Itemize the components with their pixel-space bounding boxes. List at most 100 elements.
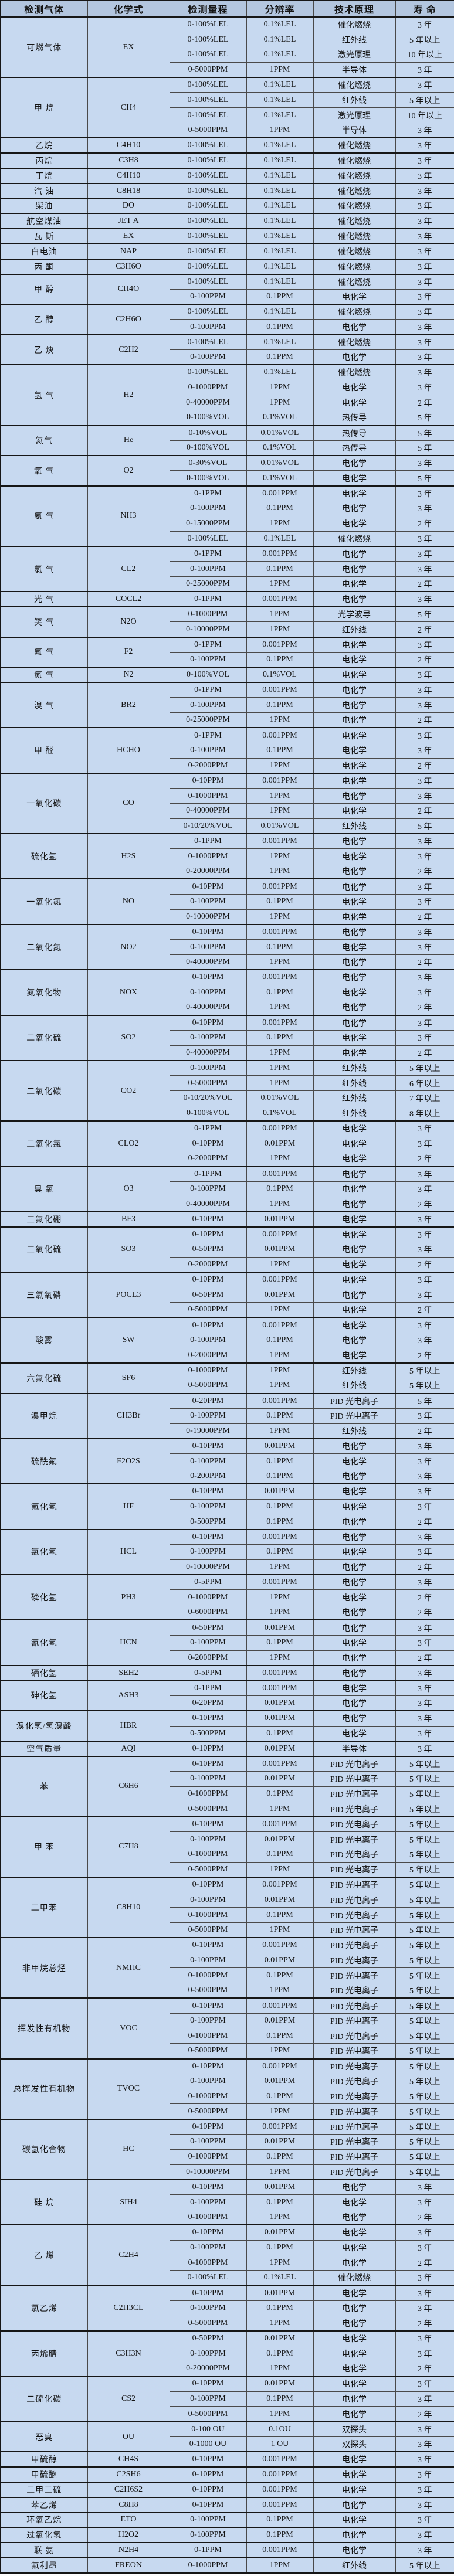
gas-name-cell: 瓦 斯 — [0, 228, 88, 244]
range-cell: 0-10PPM — [169, 1740, 247, 1757]
resolution-cell: 0.01PPM — [246, 1437, 314, 1454]
table-row: 臭 氧 O3 0-1PPM 0.001PPM 电化学 3 年 — [0, 1165, 454, 1212]
lifespan-cell: 3 年 — [395, 319, 454, 335]
range-cell: 0-100%VOL — [169, 667, 247, 683]
lifespan-cell: 3 年 — [395, 2542, 454, 2558]
principle-cell: 电化学 — [313, 1498, 396, 1515]
range-cell: 0-10PPM — [169, 969, 247, 985]
lifespan-cell: 5 年以上 — [395, 1937, 454, 1953]
lifespan-cell: 3 年 — [395, 1710, 454, 1727]
table-row: 甲硫醇 CH4S 0-10PPM 0.001PPM 电化学 3 年 — [0, 2451, 454, 2468]
table-row: 0-100PPM 0.1PPM 电化学 3 年 — [1, 1332, 454, 1348]
range-cell: 0-10PPM — [169, 1226, 247, 1243]
principle-cell: 红外线 — [313, 818, 396, 834]
table-row: 0-10000PPM 1PPM PID 光电离子 5 年以上 — [1, 2164, 454, 2180]
table-row: 环氧乙烷 ETO 0-100PPM 0.1PPM 电化学 3 年 — [0, 2512, 454, 2528]
principle-cell: 电化学 — [313, 379, 396, 396]
resolution-cell: 1PPM — [246, 803, 314, 819]
principle-cell: 红外线 — [313, 32, 396, 48]
formula-cell: C2H2 — [87, 334, 170, 365]
formula-cell: SO3 — [87, 1226, 170, 1273]
lifespan-cell: 5 年以上 — [395, 1952, 454, 1969]
lifespan-cell: 3 年 — [395, 1483, 454, 1500]
range-cell: 0-6000PPM — [169, 1605, 247, 1620]
table-row: 丙 酮 C3H6O 0-100%LEL 0.1%LEL 催化燃烧 3 年 — [0, 258, 454, 275]
range-cell: 0-1000PPM — [169, 2028, 247, 2044]
resolution-cell: 1PPM — [246, 606, 314, 623]
lifespan-cell: 5 年以上 — [395, 2149, 454, 2165]
resolution-cell: 0.1%LEL — [246, 531, 314, 547]
resolution-cell: 0.1PPM — [246, 1498, 314, 1515]
gas-name-cell: 氮氧化物 — [0, 969, 88, 1016]
resolution-cell: 1PPM — [246, 909, 314, 925]
formula-cell: NMHC — [87, 1937, 170, 1999]
resolution-cell: 0.1PPM — [246, 501, 314, 516]
resolution-cell: 0.01PPM — [246, 2285, 314, 2301]
lifespan-cell: 3 年 — [395, 531, 454, 547]
range-cell: 0-20PPM — [169, 1392, 247, 1409]
range-cell: 0-10PPM — [169, 1483, 247, 1500]
principle-cell: PID 光电离子 — [313, 2013, 396, 2029]
formula-cell: CH4S — [87, 2451, 170, 2468]
table-row: 氮 气 N2 0-100%VOL 0.1%VOL 电化学 3 年 — [0, 667, 454, 683]
principle-cell: 电化学 — [313, 923, 396, 940]
gas-name-cell: 环氧乙烷 — [0, 2512, 88, 2528]
range-cell: 0-100PPM — [169, 1453, 247, 1469]
range-cell: 0-100%LEL — [169, 258, 247, 275]
gas-name-cell: 恶臭 — [0, 2421, 88, 2452]
lifespan-cell: 5 年以上 — [395, 1755, 454, 1772]
resolution-cell: 0.001PPM — [246, 1014, 314, 1031]
resolution-cell: 0.01PPM — [246, 2376, 314, 2392]
principle-cell: PID 光电离子 — [313, 1937, 396, 1953]
lifespan-cell: 3 年 — [395, 2224, 454, 2241]
table-row: 0-1000PPM 1PPM 电化学 2 年 — [1, 1589, 454, 1606]
range-cell: 0-5000PPM — [169, 1075, 247, 1092]
principle-cell: 催化燃烧 — [313, 364, 396, 380]
table-row: 0-1000PPM 1PPM 电化学 2 年 — [1, 2210, 454, 2225]
principle-cell: 电化学 — [313, 803, 396, 819]
principle-cell: 电化学 — [313, 1272, 396, 1288]
range-cell: 0-40000PPM — [169, 395, 247, 411]
table-row: 0-500PPM 0.1PPM 电化学 3 年 — [1, 1725, 454, 1742]
table-row: 0-15000PPM 1PPM 电化学 2 年 — [1, 515, 454, 532]
table-row: 挥发性有机物 VOC 0-10PPM 0.001PPM PID 光电离子 5 年以上 — [0, 1997, 454, 2060]
formula-cell: N2H4 — [87, 2542, 170, 2558]
range-cell: 0-40000PPM — [169, 954, 247, 970]
resolution-cell: 1PPM — [246, 2255, 314, 2271]
range-cell: 0-20000PPM — [169, 2361, 247, 2377]
table-row: 0-100PPM 0.1PPM 电化学 3 年 — [1, 742, 454, 759]
lifespan-cell: 3 年 — [395, 123, 454, 138]
formula-cell: AQI — [87, 1740, 170, 1757]
lifespan-cell: 3 年 — [395, 349, 454, 365]
gas-name-cell: 乙 醇 — [0, 304, 88, 335]
gas-name-cell: 二氧化硫 — [0, 1014, 88, 1061]
range-cell: 0-100PPM — [169, 1892, 247, 1908]
principle-cell: 电化学 — [313, 682, 396, 698]
lifespan-cell: 2 年 — [395, 712, 454, 728]
principle-cell: PID 光电离子 — [313, 2149, 396, 2165]
resolution-cell: 1PPM — [246, 864, 314, 879]
principle-cell: 电化学 — [313, 757, 396, 774]
formula-cell: CO2 — [87, 1059, 170, 1122]
resolution-cell: 1PPM — [246, 621, 314, 638]
table-row: 0-100PPM 0.1PPM 电化学 3 年 — [1, 893, 454, 910]
resolution-cell: 0.001PPM — [246, 923, 314, 940]
resolution-cell: 0.1PPM — [246, 1453, 314, 1469]
resolution-cell: 1PPM — [246, 2103, 314, 2120]
formula-cell: SW — [87, 1317, 170, 1364]
range-cell: 0-10PPM — [169, 2224, 247, 2241]
range-cell: 0-10PPM — [169, 923, 247, 940]
range-cell: 0-100%LEL — [169, 273, 247, 290]
gas-name-cell: 联 氨 — [0, 2542, 88, 2558]
range-cell: 0-1000PPM — [169, 1967, 247, 1984]
table-row: 0-5000PPM 1PPM 半导体 3 年 — [1, 62, 454, 78]
resolution-cell: 0.01PPM — [246, 1619, 314, 1636]
range-cell: 0-1000PPM — [169, 788, 247, 804]
range-cell: 0-100PPM — [169, 984, 247, 1001]
principle-cell: 电化学 — [313, 893, 396, 910]
gas-name-cell: 甲硫醚 — [0, 2466, 88, 2483]
principle-cell: PID 光电离子 — [313, 1983, 396, 1999]
range-cell: 0-100%LEL — [169, 167, 247, 184]
principle-cell: 电化学 — [313, 2330, 396, 2347]
range-cell: 0-10%VOL — [169, 424, 247, 441]
